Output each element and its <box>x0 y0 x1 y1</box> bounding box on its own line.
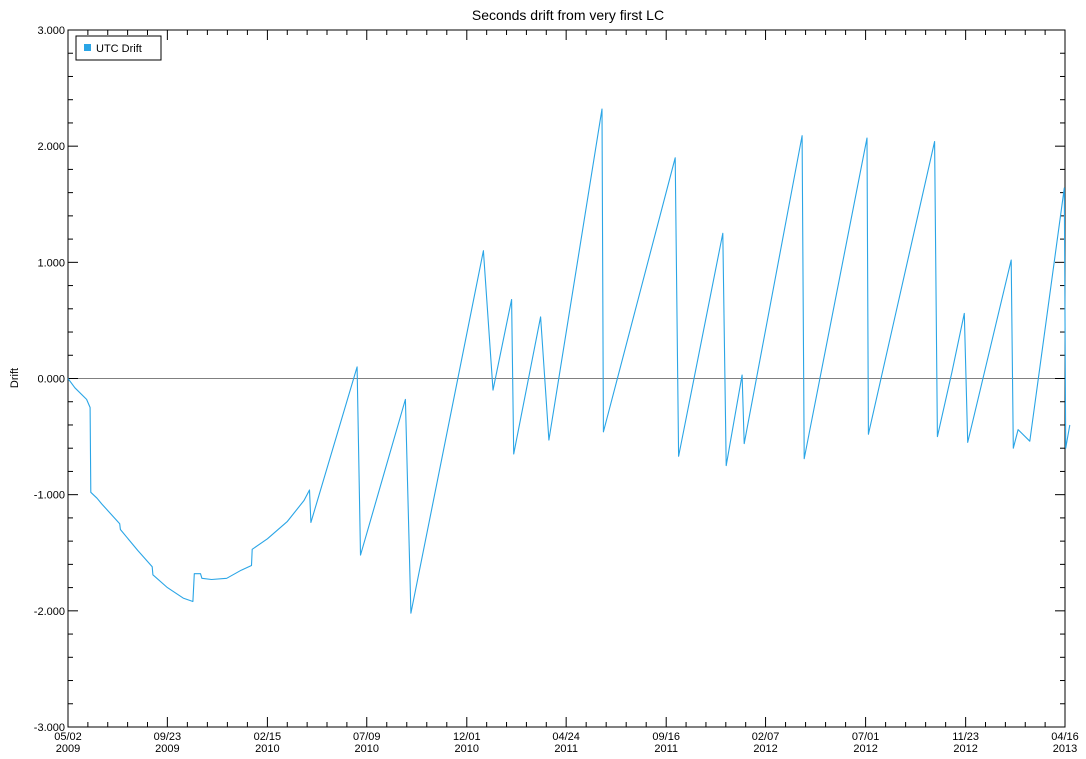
x-tick-label: 07/01 <box>852 731 880 743</box>
tick-layer: 3.000 2.000 1.000 0.000 -1.000 -2.000 -3.00005… <box>34 25 1079 755</box>
series-layer <box>67 108 1071 614</box>
y-tick-label: 0.000 <box>37 374 65 386</box>
y-tick-label: -3.000 <box>34 722 65 734</box>
y-tick-label: 2.000 <box>37 141 65 153</box>
x-tick-year-label: 2012 <box>753 743 777 755</box>
x-tick-year-label: 2009 <box>155 743 179 755</box>
x-tick-year-label: 2012 <box>853 743 877 755</box>
y-axis-title: Drift <box>9 368 21 388</box>
x-tick-label: 04/16 <box>1051 731 1079 743</box>
x-tick-label: 02/15 <box>254 731 282 743</box>
y-tick-label: 1.000 <box>37 257 65 269</box>
y-tick-label: -1.000 <box>34 490 65 502</box>
x-tick-label: 07/09 <box>353 731 381 743</box>
legend: UTC Drift <box>75 35 162 61</box>
y-tick-label: 3.000 <box>37 25 65 37</box>
x-tick-year-label: 2010 <box>255 743 279 755</box>
x-tick-year-label: 2011 <box>554 743 578 755</box>
x-tick-year-label: 2010 <box>355 743 379 755</box>
series-line-utc-drift <box>67 108 1071 614</box>
x-tick-label: 02/07 <box>752 731 780 743</box>
x-tick-label: 12/01 <box>453 731 481 743</box>
x-tick-year-label: 2012 <box>953 743 977 755</box>
x-tick-year-label: 2010 <box>455 743 479 755</box>
legend-label: UTC Drift <box>96 43 142 55</box>
chart-title: Seconds drift from very first LC <box>472 7 664 23</box>
x-tick-label: 11/23 <box>952 731 979 743</box>
y-tick-label: -2.000 <box>34 606 65 618</box>
x-tick-label: 09/16 <box>652 731 680 743</box>
x-tick-label: 04/24 <box>552 731 580 743</box>
x-tick-year-label: 2013 <box>1053 743 1077 755</box>
x-tick-year-label: 2011 <box>654 743 678 755</box>
x-tick-label: 09/23 <box>154 731 182 743</box>
legend-swatch <box>84 44 91 51</box>
x-tick-year-label: 2009 <box>56 743 80 755</box>
x-tick-label: 05/02 <box>54 731 82 743</box>
